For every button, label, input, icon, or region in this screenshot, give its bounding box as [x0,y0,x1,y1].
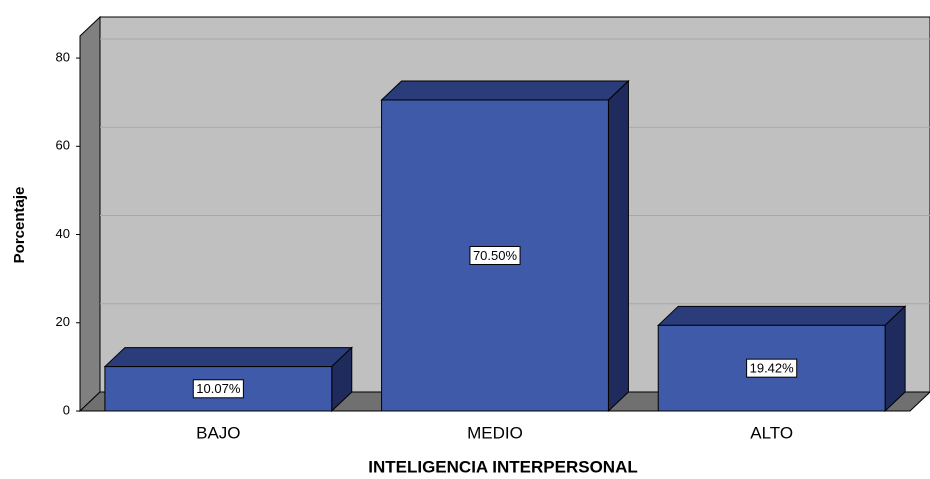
y-tick-label: 80 [56,49,70,64]
x-tick-label: BAJO [196,423,240,442]
bar-side [884,305,906,413]
x-tick-label: MEDIO [467,423,523,442]
value-label-box [469,245,521,265]
side-wall [79,15,101,413]
bar-top [656,305,907,326]
y-tick-label: 0 [63,402,70,417]
x-axis-title: INTELIGENCIA INTERPERSONAL [368,457,638,476]
value-label: 19.42% [750,361,795,376]
y-tick-label: 20 [56,314,70,329]
value-label-box [192,379,244,399]
y-tick-label: 60 [56,138,70,153]
value-label: 70.50% [473,248,518,263]
x-tick-label: ALTO [750,423,793,442]
y-tick-label: 40 [56,226,70,241]
value-label-box [746,358,798,378]
bar-side [607,79,629,413]
value-label: 10.07% [196,381,241,396]
bar-top [380,80,630,101]
bar-top [103,347,354,368]
y-axis-title: Porcentaje [11,187,28,264]
